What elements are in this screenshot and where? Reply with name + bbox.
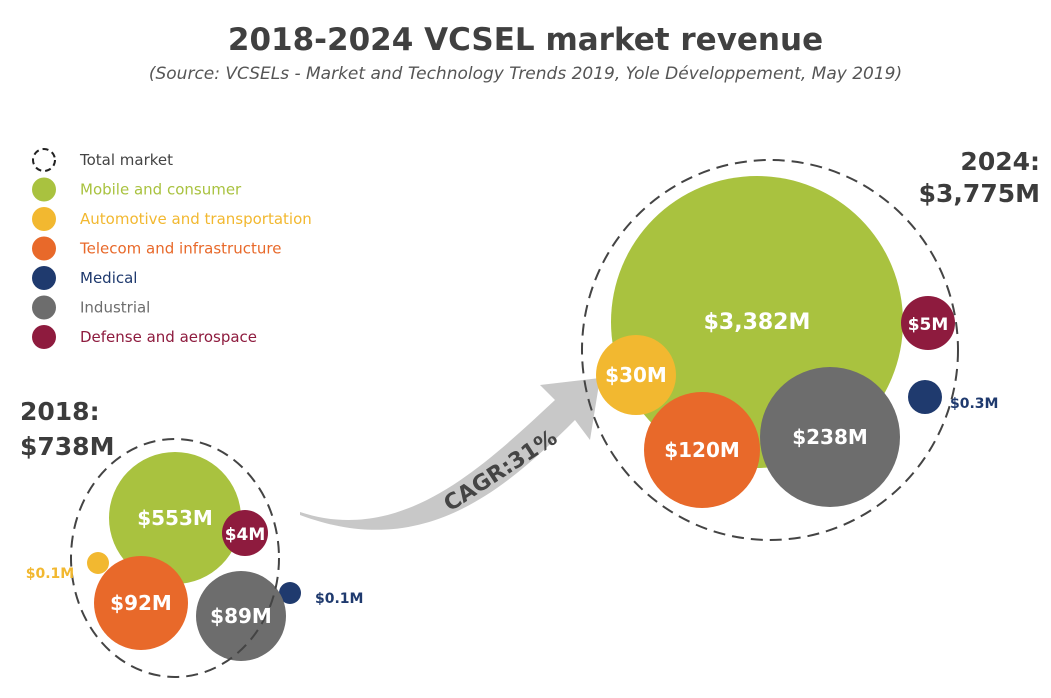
bubble-medical [908, 380, 942, 414]
chart-subtitle: (Source: VCSELs - Market and Technology … [148, 64, 903, 84]
legend-label: Industrial [80, 299, 150, 317]
bubble-label: $238M [792, 425, 868, 449]
cagr-label: CAGR:31% [440, 425, 562, 517]
cagr-arrow [300, 378, 600, 530]
bubble-label: $0.1M [315, 591, 363, 607]
legend-label: Defense and aerospace [80, 328, 257, 346]
bubble-label: $0.1M [26, 566, 74, 582]
bubble-defense-and-aerospace [222, 510, 268, 556]
bubble-label: $89M [210, 604, 272, 628]
bubble-label: $5M [908, 315, 949, 335]
total-market-outline [581, 159, 959, 541]
legend-marker [32, 177, 56, 202]
bubble-telecom-and-infrastructure [94, 556, 188, 650]
legend-marker [32, 295, 56, 320]
legend-marker [32, 207, 56, 231]
bubble-industrial [760, 367, 900, 507]
bubble-label: $92M [110, 591, 172, 615]
bubble-medical [279, 582, 301, 604]
legend-label: Telecom and infrastructure [79, 240, 281, 258]
legend-label: Mobile and consumer [80, 181, 242, 199]
year-label: 2018: [20, 397, 100, 426]
legend-label: Automotive and transportation [80, 210, 312, 228]
legend-marker [32, 236, 56, 261]
legend-marker [32, 325, 56, 349]
legend-label: Total market [79, 151, 173, 169]
bubble-automotive-and-transportation [87, 552, 109, 574]
bubble-label: $120M [664, 438, 740, 462]
bubble-defense-and-aerospace [901, 296, 955, 350]
total-label: $738M [20, 432, 114, 461]
bubble-label: $3,382M [704, 310, 811, 335]
legend-marker [32, 266, 56, 290]
bubble-automotive-and-transportation [596, 335, 676, 415]
year-label: 2024: [960, 147, 1040, 176]
bubble-label: $0.3M [950, 396, 998, 412]
bubble-label: $30M [605, 363, 667, 387]
legend-label: Medical [80, 269, 137, 287]
total-label: $3,775M [919, 179, 1040, 208]
bubble-label: $553M [137, 506, 213, 530]
chart-title: 2018-2024 VCSEL market revenue [227, 22, 824, 58]
bubble-telecom-and-infrastructure [644, 392, 760, 508]
bubble-label: $4M [225, 525, 266, 545]
bubble-mobile-and-consumer [109, 452, 241, 584]
bubble-industrial [196, 571, 286, 661]
legend-marker-total [32, 148, 56, 172]
total-market-outline [70, 438, 280, 678]
